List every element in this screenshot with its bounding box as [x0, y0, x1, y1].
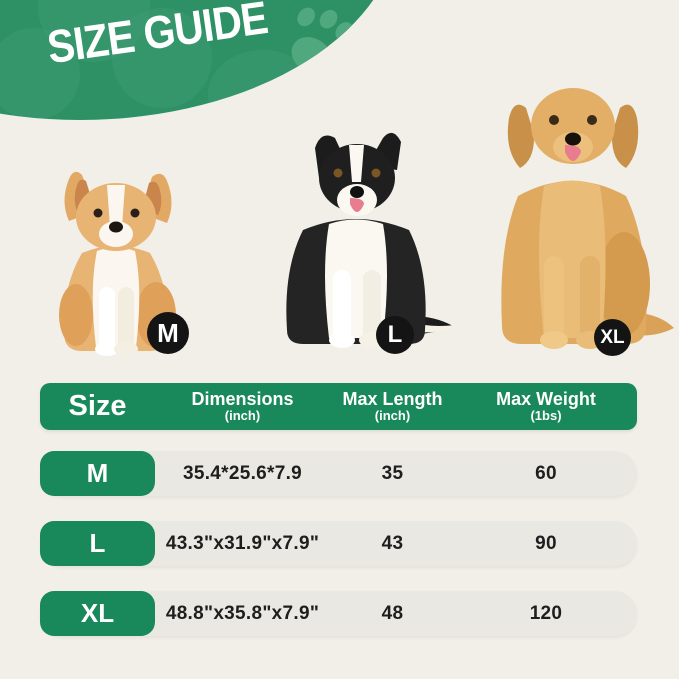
- dimensions-cell: 48.8"x35.8"x7.9": [165, 602, 320, 624]
- table-row-l: L 43.3"x31.9"x7.9" 43 90: [40, 521, 637, 566]
- header-dimensions: Dimensions (inch): [155, 390, 330, 423]
- banner-shape: [0, 0, 400, 120]
- max-weight-cell: 120: [529, 602, 563, 624]
- size-cell: M: [40, 451, 155, 496]
- corgi-illustration: [59, 171, 176, 356]
- header-max-length: Max Length (inch): [330, 390, 455, 423]
- size-badge-xl: XL: [594, 319, 631, 356]
- header-max-weight-unit: (1bs): [530, 408, 562, 423]
- table-header: Size Dimensions (inch) Max Length (inch)…: [40, 383, 637, 430]
- border-collie-illustration: [286, 132, 455, 348]
- decorative-blob: [0, 28, 80, 120]
- table-row-xl: XL 48.8"x35.8"x7.9" 48 120: [40, 591, 637, 636]
- size-badge-m: M: [147, 312, 189, 354]
- decorative-blob: [112, 8, 212, 108]
- golden-retriever-illustration: [501, 88, 674, 349]
- dimensions-cell: 43.3"x31.9"x7.9": [165, 532, 320, 554]
- header-max-length-label: Max Length: [342, 389, 443, 409]
- max-length-cell: 35: [381, 462, 404, 484]
- size-table: Size Dimensions (inch) Max Length (inch)…: [40, 383, 637, 661]
- table-row-m: M 35.4*25.6*7.9 35 60: [40, 451, 637, 496]
- header-max-length-unit: (inch): [374, 408, 411, 423]
- header-max-weight-label: Max Weight: [496, 389, 596, 409]
- max-length-cell: 43: [381, 532, 404, 554]
- header-dimensions-unit: (inch): [224, 408, 261, 423]
- size-cell: L: [40, 521, 155, 566]
- max-weight-cell: 60: [535, 462, 557, 484]
- header-max-weight: Max Weight (1bs): [455, 390, 637, 423]
- size-badge-l: L: [376, 316, 414, 354]
- header-dimensions-label: Dimensions: [191, 389, 294, 409]
- max-length-cell: 48: [381, 602, 404, 624]
- size-cell: XL: [40, 591, 155, 636]
- dimensions-cell: 35.4*25.6*7.9: [182, 462, 303, 484]
- max-weight-cell: 90: [535, 532, 557, 554]
- header-size: Size: [68, 390, 127, 422]
